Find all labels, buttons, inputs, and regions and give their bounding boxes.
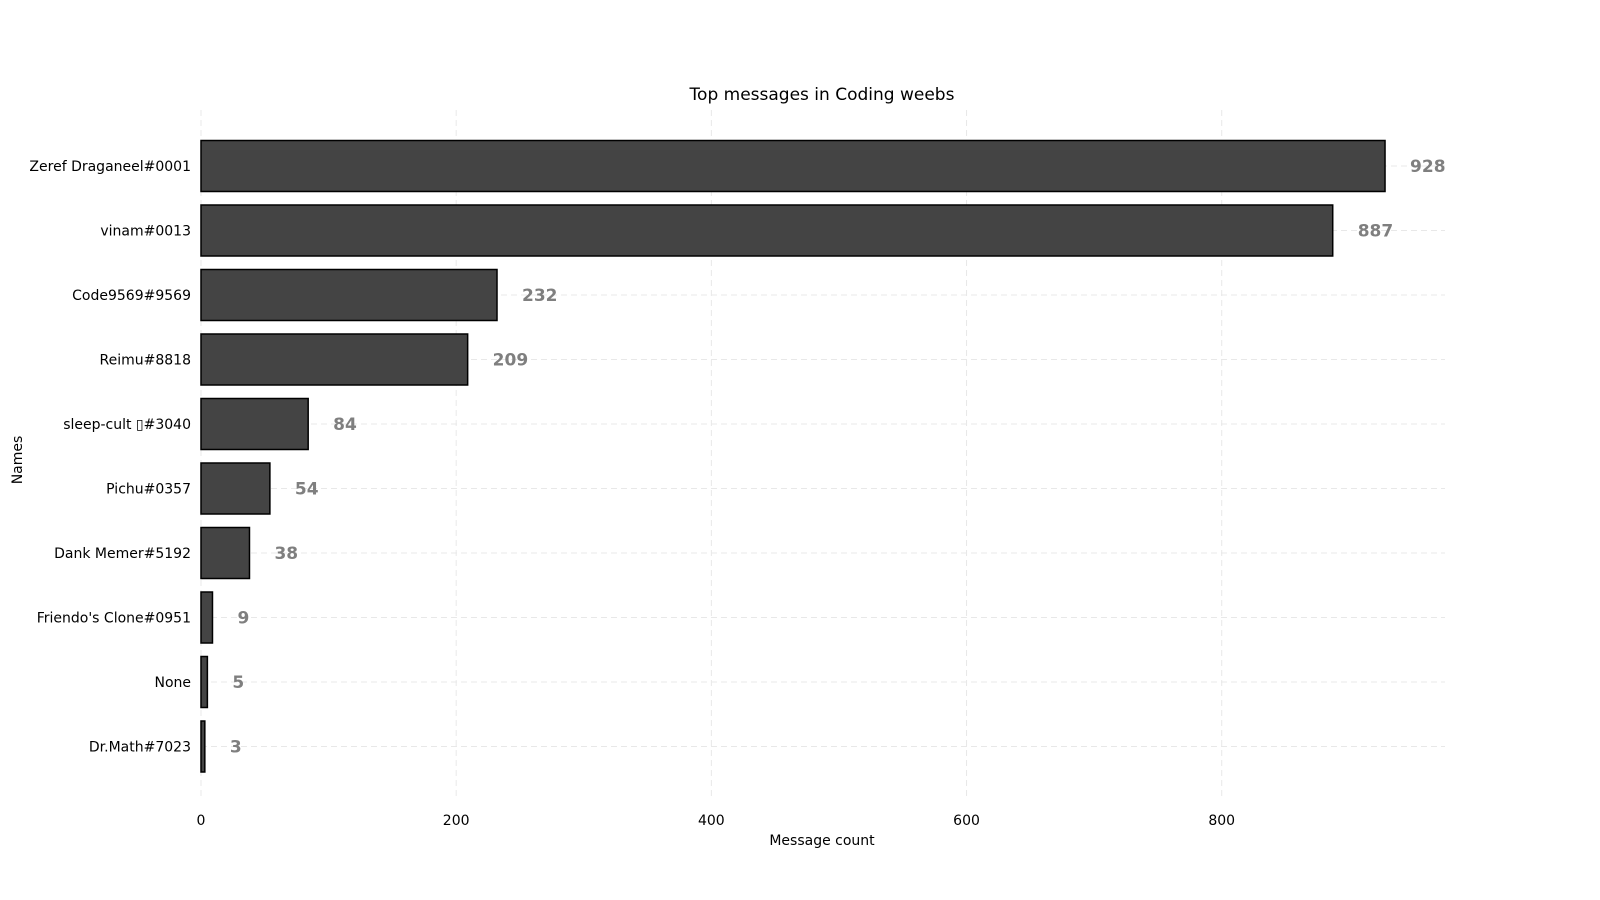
y-tick-label: None	[154, 675, 191, 691]
y-tick-label: Pichu#0357	[106, 482, 191, 498]
y-tick-label: Dank Memer#5192	[54, 546, 191, 562]
bar-value-label: 232	[522, 286, 558, 306]
y-tick-label: Reimu#8818	[100, 353, 191, 369]
bar-value-label: 887	[1358, 222, 1394, 242]
bar-value-label: 3	[230, 738, 242, 758]
bar-value-label: 928	[1410, 157, 1446, 177]
bar-value-label: 54	[295, 480, 319, 500]
bar	[200, 204, 1334, 257]
bar	[200, 139, 1386, 193]
bar-value-label: 9	[237, 609, 249, 629]
labels-layer: 0 200 400 600 800 Zeref Draganeel#0001 928 vina…	[29, 157, 1445, 829]
bar	[200, 526, 251, 580]
y-axis-label: Names	[10, 436, 26, 485]
bar	[200, 591, 214, 644]
x-tick-label: 400	[698, 813, 725, 829]
bar	[200, 655, 209, 709]
y-tick-label: Friendo's Clone#0951	[37, 611, 191, 627]
bar	[200, 268, 498, 322]
bar-value-label: 5	[232, 673, 244, 693]
x-axis-label: Message count	[769, 833, 875, 849]
y-tick-label: Zeref Draganeel#0001	[29, 159, 191, 175]
chart-title: Top messages in Coding weebs	[689, 85, 955, 105]
x-tick-label: 0	[197, 813, 206, 829]
bar	[200, 720, 206, 773]
y-tick-label: sleep-cult ▯#3040	[63, 417, 191, 433]
bars-layer	[200, 139, 1386, 773]
bar	[200, 462, 271, 515]
bar	[200, 333, 469, 386]
bar	[200, 397, 309, 451]
y-tick-label: Code9569#9569	[72, 288, 191, 304]
x-tick-label: 200	[443, 813, 470, 829]
bar-value-label: 38	[274, 544, 298, 564]
bar-value-label: 209	[493, 351, 529, 371]
y-tick-label: Dr.Math#7023	[89, 740, 191, 756]
y-tick-label: vinam#0013	[100, 224, 191, 240]
x-tick-label: 600	[953, 813, 980, 829]
bar-value-label: 84	[333, 415, 357, 435]
x-tick-label: 800	[1208, 813, 1235, 829]
